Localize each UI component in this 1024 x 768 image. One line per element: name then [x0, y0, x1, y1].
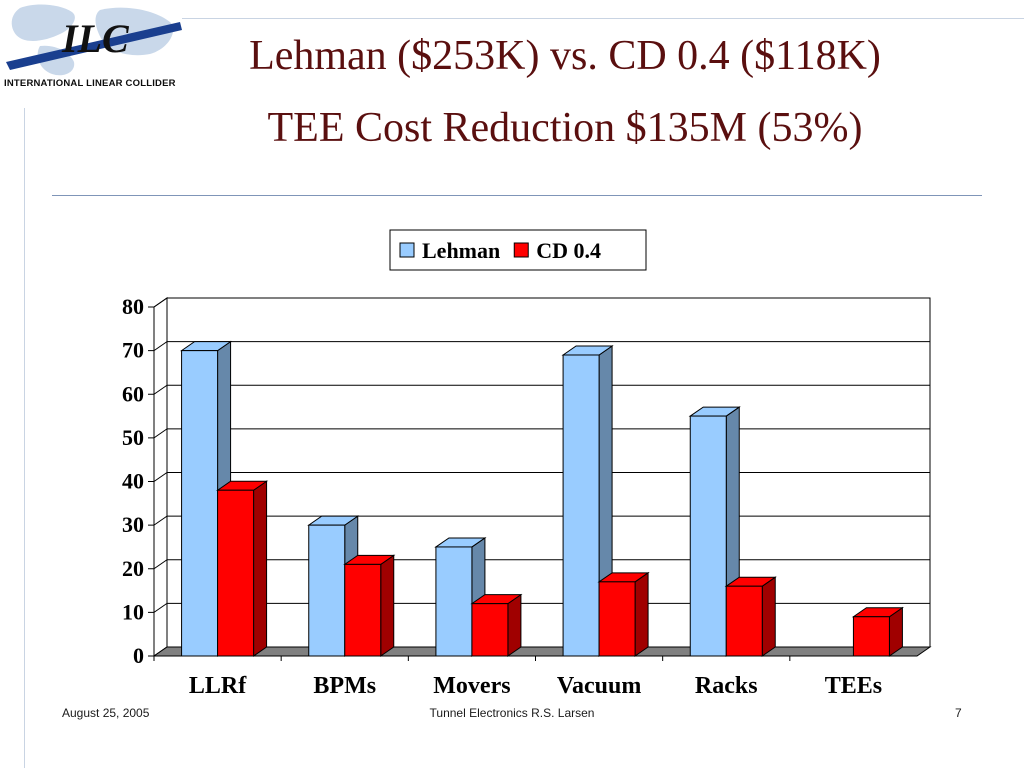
bar-cd-0-4-tees	[851, 606, 905, 657]
slide-title-line2: TEE Cost Reduction $135M (53%)	[267, 105, 863, 151]
bar-front	[598, 581, 636, 657]
ilc-logo: ILC International Linear Collider	[0, 0, 190, 110]
bar-front	[725, 585, 763, 657]
bar-front	[435, 546, 473, 657]
side-gridline	[153, 428, 168, 439]
bar-front	[181, 350, 219, 657]
page-number: 7	[955, 706, 962, 720]
bar-front	[562, 354, 600, 657]
legend-swatch	[399, 242, 415, 258]
y-tick-label: 40	[122, 469, 144, 494]
x-tick-label: TEEs	[825, 673, 882, 699]
bar-cd-0-4-llrf	[215, 480, 269, 657]
legend-label: Lehman	[422, 238, 500, 263]
side-gridline	[153, 515, 168, 526]
x-tick-label: Racks	[695, 673, 758, 699]
bar-front	[852, 616, 890, 657]
globe-logo-icon: ILC	[6, 4, 182, 76]
bar-cd-0-4-movers	[470, 593, 523, 657]
y-tick-label: 0	[133, 643, 144, 668]
y-tick-label: 30	[122, 512, 144, 537]
y-tick-label: 70	[122, 338, 144, 363]
y-tick-label: 10	[122, 599, 144, 624]
bar-front	[689, 415, 727, 657]
title-divider	[52, 195, 982, 196]
left-rule	[24, 108, 25, 768]
bar-side	[507, 593, 522, 657]
x-tick-label: LLRf	[189, 673, 247, 699]
bar-side	[380, 554, 395, 657]
bar-front	[217, 489, 255, 657]
slide-title-line1: Lehman ($253K) vs. CD 0.4 ($118K)	[249, 33, 881, 79]
bar-cd-0-4-racks	[724, 576, 777, 657]
top-rule	[182, 18, 1024, 19]
x-tick-label: BPMs	[313, 673, 376, 699]
bar-front	[344, 563, 382, 657]
footer-title: Tunnel Electronics R.S. Larsen	[429, 706, 595, 720]
bar-side	[634, 571, 649, 657]
y-tick-label: 80	[122, 294, 144, 319]
legend-label: CD 0.4	[536, 238, 601, 263]
x-tick-label: Vacuum	[557, 673, 641, 699]
bar-cd-0-4-vacuum	[597, 571, 650, 657]
svg-text:ILC: ILC	[61, 16, 130, 61]
side-gridline	[153, 472, 168, 482]
side-gridline	[153, 559, 168, 570]
side-gridline	[153, 602, 168, 613]
logo-caption: International Linear Collider	[4, 78, 176, 89]
footer-date: August 25, 2005	[62, 706, 150, 720]
side-gridline	[153, 341, 168, 352]
legend: Lehman CD 0.4	[389, 229, 647, 271]
bar-cd-0-4-bpms	[343, 554, 396, 657]
x-tick-label: Movers	[433, 673, 510, 699]
y-tick-label: 20	[122, 556, 144, 581]
bar-front	[471, 603, 509, 657]
bar-front	[308, 524, 346, 657]
y-tick-label: 60	[122, 381, 144, 406]
legend-swatch	[513, 242, 529, 258]
bar-side	[253, 480, 268, 657]
plot-floor	[152, 646, 932, 657]
bar-side	[761, 576, 776, 657]
y-tick-label: 50	[122, 425, 144, 450]
side-gridline	[153, 384, 168, 395]
